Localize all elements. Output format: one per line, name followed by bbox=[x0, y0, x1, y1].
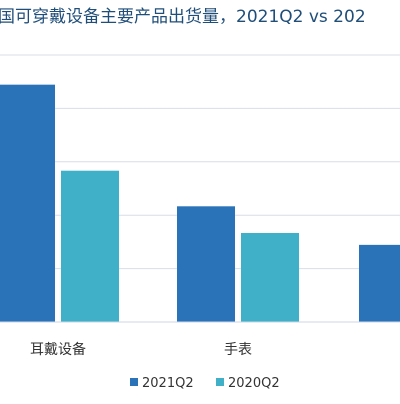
bar-2020q2-0 bbox=[61, 170, 119, 322]
category-label: 手表 bbox=[224, 342, 252, 358]
bars bbox=[0, 84, 400, 323]
legend-label: 2020Q2 bbox=[228, 376, 280, 391]
category-label: 耳戴设备 bbox=[30, 341, 86, 358]
bar-2021q2-2 bbox=[359, 244, 400, 322]
bar-2021q2-0 bbox=[0, 84, 55, 323]
category-labels: 耳戴设备 手表 bbox=[30, 341, 252, 358]
chart-title: 国可穿戴设备主要产品出货量，2021Q2 vs 202 bbox=[0, 7, 366, 27]
legend-swatch bbox=[216, 378, 224, 386]
bar-2021q2-1 bbox=[177, 206, 235, 322]
bar-2020q2-1 bbox=[241, 233, 299, 322]
legend-swatch bbox=[130, 378, 138, 386]
legend-label: 2021Q2 bbox=[142, 376, 194, 391]
legend: 2021Q2 2020Q2 bbox=[130, 376, 280, 391]
